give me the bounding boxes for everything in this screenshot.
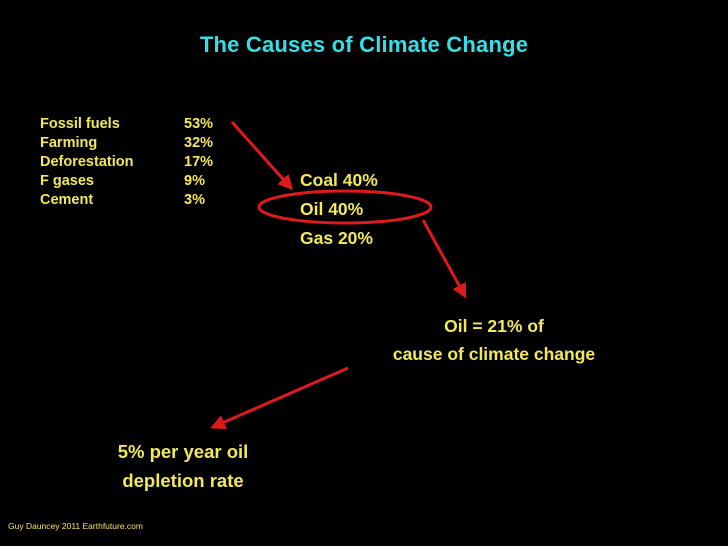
cause-name: Farming <box>40 135 98 151</box>
arrow-fossil-to-breakdown <box>230 121 293 191</box>
oil-share-line-1: Oil = 21% of <box>444 316 544 336</box>
cause-name: Deforestation <box>40 154 134 170</box>
cause-name: Fossil fuels <box>40 116 120 132</box>
cause-percent: 9% <box>184 173 205 189</box>
cause-percent: 32% <box>184 135 214 151</box>
cause-name: Cement <box>40 192 94 208</box>
cause-row-cement: Cement 3% <box>40 191 234 210</box>
oil-share-line-2: cause of climate change <box>392 344 596 364</box>
depletion-rate: 5% per year oil depletion rate <box>76 437 290 495</box>
footer-credit: Guy Dauncey 2011 Earthfuture.com <box>8 521 143 531</box>
cause-percent: 53% <box>184 116 214 132</box>
gas-share: Gas 20% <box>300 228 373 248</box>
oil-climate-share: Oil = 21% of cause of climate change <box>344 312 644 368</box>
causes-list: Fossil fuels 53% Farming 32% Deforestati… <box>40 115 234 210</box>
oil-share-label: Oil 40% <box>300 199 364 219</box>
cause-percent: 3% <box>184 192 205 208</box>
slide-title: The Causes of Climate Change <box>199 32 529 57</box>
cause-row-deforestation: Deforestation 17% <box>40 153 234 172</box>
coal-share: Coal 40% <box>300 170 378 190</box>
depletion-line-1: 5% per year oil <box>117 441 249 462</box>
cause-row-f-gases: F gases 9% <box>40 172 234 191</box>
cause-name: F gases <box>40 173 94 189</box>
depletion-line-2: depletion rate <box>122 470 244 491</box>
cause-row-farming: Farming 32% <box>40 134 234 153</box>
cause-percent: 17% <box>184 154 214 170</box>
cause-row-fossil-fuels: Fossil fuels 53% <box>40 115 234 134</box>
fossil-fuel-breakdown: Coal 40% Oil 40% Gas 20% <box>300 166 378 253</box>
arrow-oil-to-share <box>421 219 467 299</box>
arrow-share-to-depletion <box>210 366 349 430</box>
